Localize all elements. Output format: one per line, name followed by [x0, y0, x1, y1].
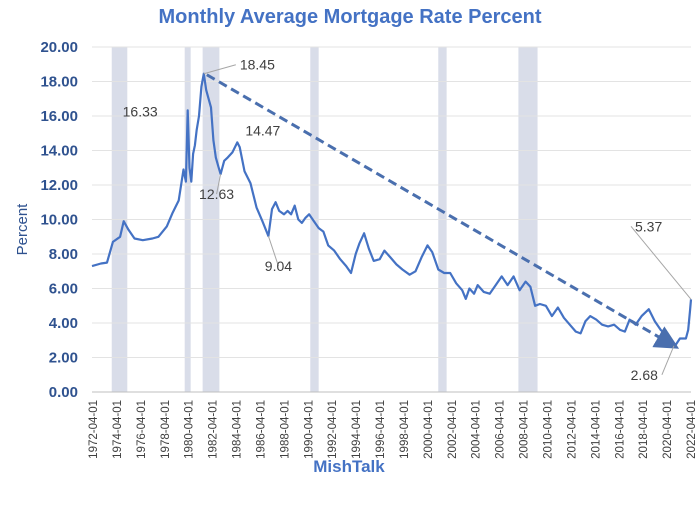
data-label: 12.63 — [199, 186, 234, 202]
annotation-leader — [267, 235, 279, 267]
x-tick-label: 1998-04-01 — [399, 400, 411, 459]
chart-title: Monthly Average Mortgage Rate Percent — [158, 6, 542, 28]
x-tick-label: 2002-04-01 — [447, 400, 459, 459]
y-tick-label: 14.00 — [40, 143, 78, 160]
x-tick-label: 1982-04-01 — [208, 400, 220, 459]
annotation-leader — [203, 64, 236, 75]
x-tick-label: 2010-04-01 — [543, 400, 555, 459]
data-label: 18.45 — [240, 57, 275, 73]
annotation-leader — [661, 345, 675, 375]
y-tick-label: 20.00 — [40, 39, 78, 56]
x-tick-label: 1976-04-01 — [136, 400, 148, 459]
x-tick-label: 2004-04-01 — [471, 400, 483, 459]
series-line — [91, 72, 693, 347]
y-tick-label: 12.00 — [40, 177, 78, 194]
data-label: 16.33 — [123, 103, 158, 119]
y-tick-label: 6.00 — [49, 281, 78, 298]
y-tick-label: 16.00 — [40, 108, 78, 125]
y-tick-label: 10.00 — [40, 212, 78, 229]
x-tick-label: 1978-04-01 — [160, 400, 172, 459]
y-tick-label: 4.00 — [49, 315, 78, 332]
trend-arrow — [206, 73, 680, 349]
data-label: 9.04 — [265, 258, 292, 274]
x-tick-label: 1994-04-01 — [351, 400, 363, 459]
x-tick-label: 1992-04-01 — [327, 400, 339, 459]
y-tick-label: 18.00 — [40, 74, 78, 91]
x-tick-label: 2000-04-01 — [423, 400, 435, 459]
x-tick-label: 1984-04-01 — [232, 400, 244, 459]
x-tick-label: 2006-04-01 — [495, 400, 507, 459]
annotation-leader — [630, 226, 692, 300]
x-tick-label: 1974-04-01 — [112, 400, 124, 459]
y-tick-label: 8.00 — [49, 246, 78, 263]
x-tick-label: 2020-04-01 — [662, 400, 674, 459]
x-tick-label: 2022-04-01 — [686, 400, 698, 459]
y-axis-label: Percent — [14, 203, 31, 256]
x-tick-label: 1980-04-01 — [184, 400, 196, 459]
x-tick-label: 1996-04-01 — [375, 400, 387, 459]
x-tick-label: 1972-04-01 — [88, 400, 100, 459]
data-label: 14.47 — [245, 122, 280, 138]
x-axis-label: MishTalk — [313, 457, 385, 476]
x-tick-label: 2018-04-01 — [638, 400, 650, 459]
annotation-leader — [216, 174, 222, 195]
x-tick-label: 1988-04-01 — [279, 400, 291, 459]
x-tick-label: 1990-04-01 — [303, 400, 315, 459]
y-tick-label: 2.00 — [49, 350, 78, 367]
x-tick-label: 2012-04-01 — [566, 400, 578, 459]
x-tick-label: 2008-04-01 — [519, 400, 531, 459]
x-tick-label: 1986-04-01 — [255, 400, 267, 459]
x-tick-label: 2016-04-01 — [614, 400, 626, 459]
x-tick-label: 2014-04-01 — [590, 400, 602, 459]
y-tick-label: 0.00 — [49, 384, 78, 401]
data-label: 5.37 — [635, 218, 662, 234]
data-label: 2.68 — [631, 367, 658, 383]
